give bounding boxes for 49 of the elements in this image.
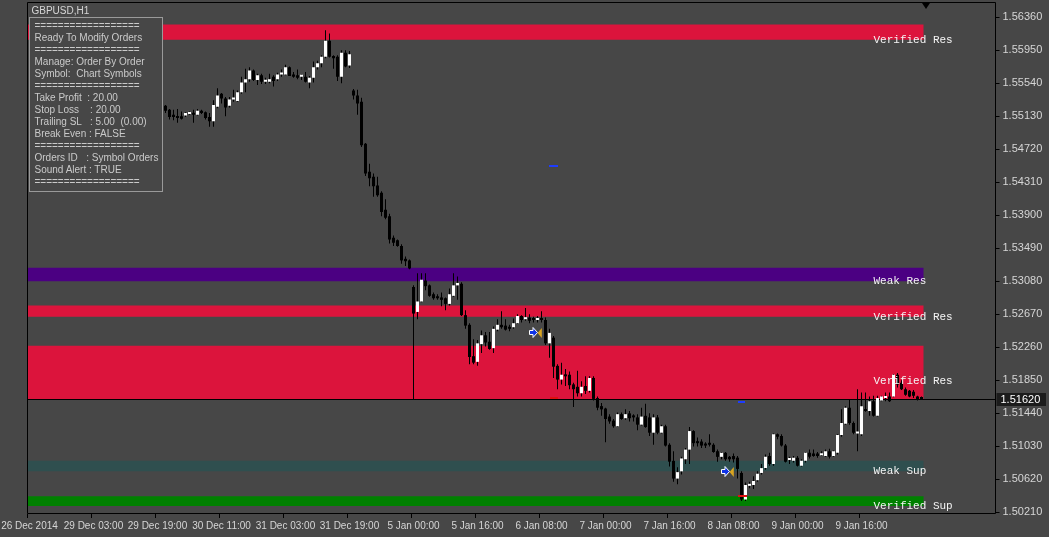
x-tick-label: 7 Jan 00:00 [579, 519, 633, 531]
y-tick-label: 1.51440 [1002, 406, 1043, 419]
y-tick-label: 1.55950 [1002, 43, 1043, 56]
y-tick-label: 1.54310 [1002, 175, 1043, 188]
annotation: ================== [34, 139, 141, 152]
x-tick-label: 26 Dec 2014 [1, 519, 59, 531]
y-tick-label: 1.55540 [1002, 76, 1043, 89]
x-tick-label: 31 Dec 03:00 [255, 519, 316, 531]
y-tick-label: 1.53080 [1002, 274, 1043, 287]
y-tick-label: 1.51850 [1002, 373, 1043, 386]
y-tick-label: 1.51030 [1002, 439, 1043, 452]
band-label: Weak Sup [873, 465, 927, 478]
y-tick-label: 1.56360 [1002, 10, 1043, 23]
y-tick-label: 1.52260 [1002, 340, 1043, 353]
x-tick-label: 29 Dec 19:00 [127, 519, 188, 531]
annotation: Trailing SL : 5.00 (0.00) [34, 115, 148, 128]
x-tick-label: 29 Dec 03:00 [63, 519, 124, 531]
annotation: Take Profit : 20.00 [34, 91, 119, 104]
x-tick-label: 30 Dec 11:00 [192, 519, 252, 531]
y-tick-label: 1.50210 [1002, 505, 1043, 518]
annotation: Sound Alert : TRUE [34, 163, 123, 176]
annotation: ================== [34, 79, 141, 92]
y-tick-label: 1.53490 [1002, 241, 1043, 254]
annotation: ================== [34, 175, 141, 188]
x-tick-label: 31 Dec 19:00 [319, 519, 380, 531]
x-tick-label: 5 Jan 00:00 [387, 519, 441, 531]
annotation: Stop Loss : 20.00 [34, 103, 122, 116]
y-tick-label: 1.54720 [1002, 142, 1043, 155]
x-tick-label: 9 Jan 16:00 [835, 519, 889, 531]
x-tick-label: 8 Jan 08:00 [707, 519, 761, 531]
band-label: Verified Sup [873, 499, 953, 512]
annotation: Break Even : FALSE [34, 127, 127, 140]
x-tick-label: 7 Jan 16:00 [643, 519, 697, 531]
annotation: Symbol: Chart Symbols [34, 67, 143, 80]
annotation: ================== [34, 43, 141, 56]
chart-title: GBPUSD,H1 [31, 5, 90, 17]
annotation: Orders ID : Symbol Orders [34, 151, 160, 164]
x-tick-label: 5 Jan 16:00 [451, 519, 505, 531]
y-tick-label: 1.53900 [1002, 208, 1043, 221]
x-tick-label: 9 Jan 00:00 [771, 519, 825, 531]
x-tick-label: 6 Jan 08:00 [515, 519, 569, 531]
y-tick-label: 1.50620 [1002, 472, 1043, 485]
y-tick-label: 1.55130 [1002, 109, 1043, 122]
annotation: Ready To Modify Orders [34, 31, 144, 44]
y-tick-label: 1.52670 [1002, 307, 1043, 320]
annotation: ================== [34, 19, 141, 32]
ref-line-label: 1.51620 [1000, 392, 1041, 405]
annotation: Manage: Order By Order [34, 55, 146, 68]
band-label: Weak Res [873, 275, 927, 288]
